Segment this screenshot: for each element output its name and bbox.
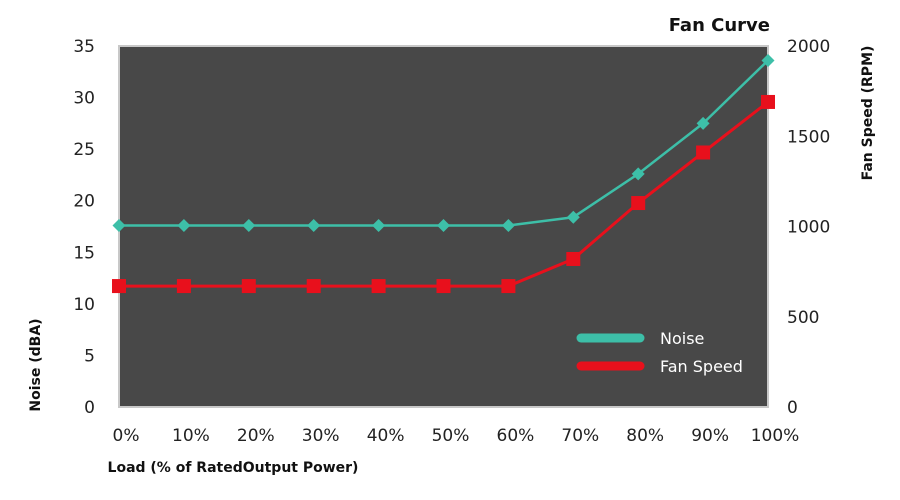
fan-speed-point [306,279,321,294]
right-y-tick-label: 1500 [787,127,830,147]
fan-speed-point [241,279,256,294]
left-y-tick-label: 0 [84,398,95,418]
noise-point [177,218,191,232]
noise-point [696,116,710,130]
noise-series [112,53,775,232]
left-y-tick-label: 15 [73,243,95,263]
fan-speed-point [631,196,646,211]
noise-point [242,218,256,232]
fan-speed-series [112,94,775,294]
legend-label-fan-speed: Fan Speed [660,357,743,376]
fan-speed-point [176,279,191,294]
series-layer [112,53,775,294]
x-axis-label: Load (% of RatedOutput Power) [108,460,359,476]
noise-point [761,53,775,67]
right-y-tick-label: 1000 [787,218,830,238]
x-tick-label: 100% [751,426,800,446]
right-y-axis-label: Fan Speed (RPM) [860,46,876,181]
noise-point [307,218,321,232]
noise-point [631,167,645,181]
fan-speed-point [761,94,775,109]
fan-speed-point [696,145,711,160]
noise-point [501,218,515,232]
x-tick-label: 0% [113,426,140,446]
left-y-tick-label: 10 [73,295,95,315]
fan-speed-point [566,251,581,266]
noise-point [566,210,580,224]
fan-speed-point [112,279,126,294]
x-tick-label: 10% [172,426,210,446]
x-tick-label: 80% [626,426,664,446]
left-y-axis-label: Noise (dBA) [28,318,44,411]
fan-speed-point [371,279,386,294]
fan-speed-point [501,279,516,294]
left-y-tick-label: 30 [73,89,95,109]
noise-point [112,218,126,232]
x-tick-label: 50% [432,426,470,446]
chart-title: Fan Curve [669,15,770,36]
noise-point [372,218,386,232]
right-y-tick-label: 2000 [787,37,830,57]
left-y-tick-label: 5 [84,346,95,366]
left-y-tick-label: 25 [73,140,95,160]
x-tick-label: 60% [497,426,535,446]
right-y-tick-label: 500 [787,308,819,328]
legend: Noise Fan Speed [576,329,743,376]
x-tick-label: 40% [367,426,405,446]
x-tick-label: 70% [561,426,599,446]
tick-layer: 0 5 10 15 20 25 30 35 0 500 1000 1500 2000 0% 10% 20% 30… [73,37,830,446]
x-tick-label: 30% [302,426,340,446]
x-tick-label: 90% [691,426,729,446]
right-y-tick-label: 0 [787,398,798,418]
fan-speed-point [436,279,451,294]
noise-point [437,218,450,232]
legend-label-noise: Noise [660,329,704,348]
left-y-tick-label: 35 [73,37,95,57]
x-tick-label: 20% [237,426,275,446]
left-y-tick-label: 20 [73,192,95,212]
